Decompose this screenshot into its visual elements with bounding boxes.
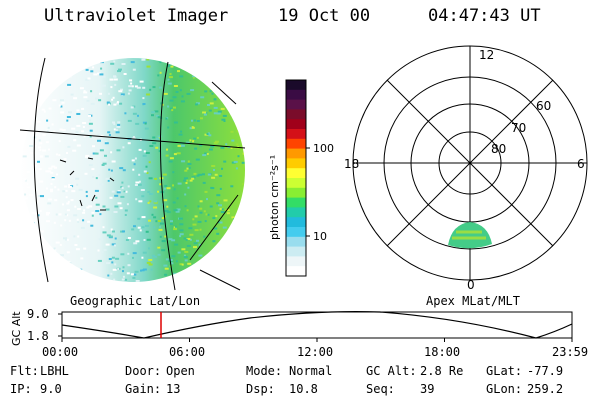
colorbar-band (286, 236, 306, 248)
altitude-xtick-1200: 12:00 (297, 345, 334, 359)
colorbar-band (286, 246, 306, 257)
geo-panel-label: Geographic Lat/Lon (70, 294, 201, 308)
polar-plot: 12 18 6 0 60 70 80 (344, 45, 588, 292)
colorbar-band (286, 99, 306, 110)
colorbar-band (286, 109, 306, 120)
colorbar-band (286, 178, 306, 189)
info-seq-label: Seq: (366, 382, 395, 396)
colorbar-band (286, 266, 306, 277)
colorbar-band (286, 197, 306, 208)
info-gain-value: 13 (166, 382, 181, 396)
colorbar (286, 80, 306, 277)
instrument-title: Ultraviolet Imager (44, 6, 229, 26)
colorbar-band (286, 89, 306, 101)
info-gcalt-label: GC Alt: (366, 364, 417, 378)
colorbar-band (286, 129, 306, 140)
altitude-ytick-9: 9.0 (27, 307, 49, 321)
info-glat-label: GLat: (486, 364, 523, 378)
mlt-label-12: 12 (479, 48, 494, 62)
altitude-xtick-0000: 00:00 (42, 345, 79, 359)
info-dsp-value: 10.8 (289, 382, 318, 396)
altitude-xticks (61, 338, 573, 342)
colorbar-band (286, 256, 306, 267)
altitude-ytick-1-8: 1.8 (27, 329, 49, 343)
info-flt-label: Flt: (10, 364, 39, 378)
info-glon-label: GLon: (486, 382, 523, 396)
colorbar-band (286, 148, 306, 159)
mlt-label-6: 6 (577, 157, 585, 171)
colorbar-band (286, 207, 306, 218)
altitude-xtick-2359: 23:59 (552, 345, 589, 359)
colorbar-frame (285, 79, 307, 277)
colorbar-band (286, 119, 306, 130)
altitude-curve (61, 311, 573, 339)
colorbar-band (286, 80, 306, 91)
info-ip-value: 9.0 (40, 382, 62, 396)
info-seq-value: 39 (420, 382, 435, 396)
geographic-image (19, 57, 246, 291)
info-gcalt-value: 2.8 Re (420, 364, 464, 378)
colorbar-band (286, 168, 306, 179)
info-glat-value: -77.9 (527, 364, 564, 378)
altitude-plot-frame (61, 311, 573, 339)
colorbar-band (286, 187, 306, 199)
altitude-xtick-1800: 18:00 (424, 345, 461, 359)
altitude-xtick-0600: 06:00 (169, 345, 206, 359)
colorbar-tick-label-100: 100 (313, 142, 334, 155)
altitude-ylabel: GC Alt (10, 311, 23, 346)
mlt-label-18: 18 (344, 157, 359, 171)
polar-panel-label: Apex MLat/MLT (426, 294, 520, 308)
colorbar-band (286, 138, 306, 150)
colorbar-unit-label: photon cm⁻²s⁻¹ (268, 155, 281, 240)
mlt-label-0: 0 (467, 278, 475, 292)
time-label: 04:47:43 UT (428, 6, 541, 26)
info-gain-label: Gain: (125, 382, 162, 396)
info-door-value: Open (166, 364, 195, 378)
date-label: 19 Oct 00 (278, 6, 371, 26)
colorbar-tick-label-10: 10 (313, 230, 327, 243)
lat-label-70: 70 (511, 121, 526, 135)
info-flt-value: LBHL (40, 364, 69, 378)
info-mode-label: Mode: (246, 364, 283, 378)
colorbar-band (286, 227, 306, 238)
info-glon-value: 259.2 (527, 382, 564, 396)
info-door-label: Door: (125, 364, 162, 378)
info-dsp-label: Dsp: (246, 382, 275, 396)
colorbar-band (286, 217, 306, 228)
altitude-plot: GC Alt (10, 311, 573, 346)
lat-label-80: 80 (491, 142, 506, 156)
lat-label-60: 60 (536, 99, 551, 113)
colorbar-band (286, 158, 306, 169)
info-mode-value: Normal (289, 364, 333, 378)
info-ip-label: IP: (10, 382, 32, 396)
